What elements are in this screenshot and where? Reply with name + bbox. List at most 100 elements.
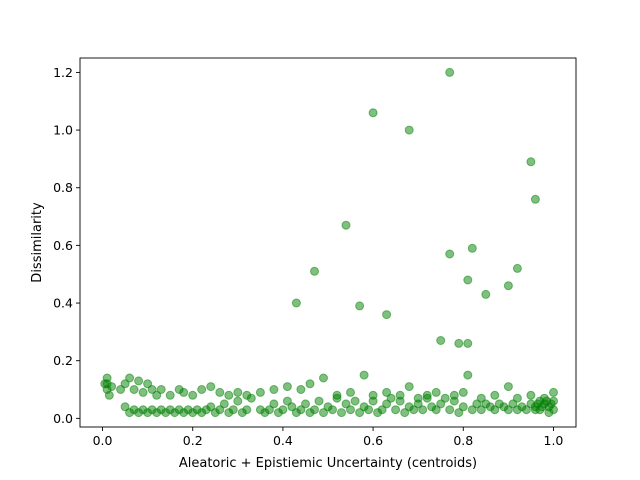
data-point (391, 405, 401, 415)
data-point (445, 249, 455, 259)
data-point (287, 402, 297, 412)
data-point (386, 393, 396, 403)
data-point (206, 382, 216, 392)
data-point (458, 387, 468, 397)
data-point (431, 405, 441, 415)
data-point (138, 387, 148, 397)
data-point (368, 108, 378, 118)
x-tick-label: 0.4 (273, 433, 293, 448)
data-point (282, 382, 292, 392)
data-point (296, 385, 306, 394)
data-point (454, 338, 464, 348)
data-point (355, 301, 365, 311)
data-point (418, 405, 428, 415)
data-point (120, 379, 130, 389)
data-point (512, 263, 522, 273)
data-point (526, 390, 536, 400)
y-tick-label: 1.0 (53, 123, 73, 138)
data-point (269, 399, 279, 409)
data-point (264, 405, 274, 415)
data-point (463, 275, 473, 285)
data-point (129, 385, 139, 394)
data-point (156, 385, 166, 394)
data-point (269, 385, 279, 394)
data-point (319, 408, 328, 418)
data-point (503, 405, 513, 415)
data-point (404, 382, 414, 392)
x-tick-label: 0.2 (183, 433, 203, 448)
data-point (319, 373, 328, 383)
data-point (134, 376, 144, 386)
data-point (490, 405, 500, 415)
data-point (463, 338, 473, 348)
data-point (490, 390, 500, 400)
data-point (246, 393, 256, 403)
data-point (107, 382, 117, 392)
data-point (305, 379, 315, 389)
data-point (310, 405, 319, 415)
data-point (120, 402, 130, 412)
data-point (278, 405, 288, 415)
data-point (526, 157, 536, 167)
data-point (449, 396, 459, 406)
data-point (364, 405, 374, 415)
data-points (100, 67, 558, 418)
data-point (165, 390, 175, 400)
data-point (454, 408, 464, 418)
data-point (291, 298, 301, 308)
y-tick-label: 0.4 (53, 296, 73, 311)
y-axis-label: Dissimilarity (30, 202, 45, 283)
data-point (233, 387, 243, 397)
x-tick-label: 0.6 (363, 433, 383, 448)
data-point (296, 405, 306, 415)
x-axis-ticks: 0.0 0.2 0.4 0.6 0.8 1.0 (93, 427, 564, 448)
data-point (206, 402, 216, 412)
data-point (549, 396, 558, 406)
data-point (549, 387, 558, 397)
y-tick-label: 1.2 (53, 65, 73, 80)
data-point (440, 393, 450, 403)
data-point (409, 405, 419, 415)
data-point (314, 396, 324, 406)
data-point (337, 408, 346, 418)
data-point (125, 373, 135, 383)
data-point (377, 405, 387, 415)
data-point (197, 385, 207, 394)
data-point (346, 405, 355, 415)
data-point (481, 289, 491, 299)
data-point (445, 67, 455, 77)
data-point (530, 194, 540, 204)
data-point (368, 396, 378, 406)
data-point (382, 387, 392, 397)
y-tick-label: 0.8 (53, 180, 73, 195)
data-point (228, 405, 238, 415)
data-point (242, 405, 252, 415)
data-point (382, 310, 392, 320)
data-point (395, 396, 405, 406)
data-point (233, 396, 243, 406)
data-point (463, 370, 473, 380)
data-point (503, 382, 513, 392)
data-point (104, 390, 114, 400)
y-tick-label: 0.6 (53, 238, 73, 253)
data-point (328, 405, 337, 415)
data-point (436, 336, 446, 345)
data-point (431, 387, 441, 397)
data-point (458, 402, 468, 412)
data-point (215, 405, 225, 415)
data-point (355, 408, 365, 418)
data-point (400, 408, 410, 418)
data-point (472, 399, 482, 409)
data-point (445, 405, 455, 415)
data-point (301, 399, 310, 409)
data-point (413, 399, 423, 409)
data-point (188, 390, 198, 400)
data-point (215, 387, 225, 397)
x-axis-label: Aleatoric + Epistiemic Uncertainty (cent… (179, 456, 477, 471)
data-point (341, 399, 351, 409)
data-point (422, 393, 432, 403)
x-tick-label: 1.0 (544, 433, 564, 448)
y-axis-ticks: 0.0 0.2 0.4 0.6 0.8 1.0 1.2 (53, 65, 80, 426)
y-tick-label: 0.0 (53, 411, 73, 426)
